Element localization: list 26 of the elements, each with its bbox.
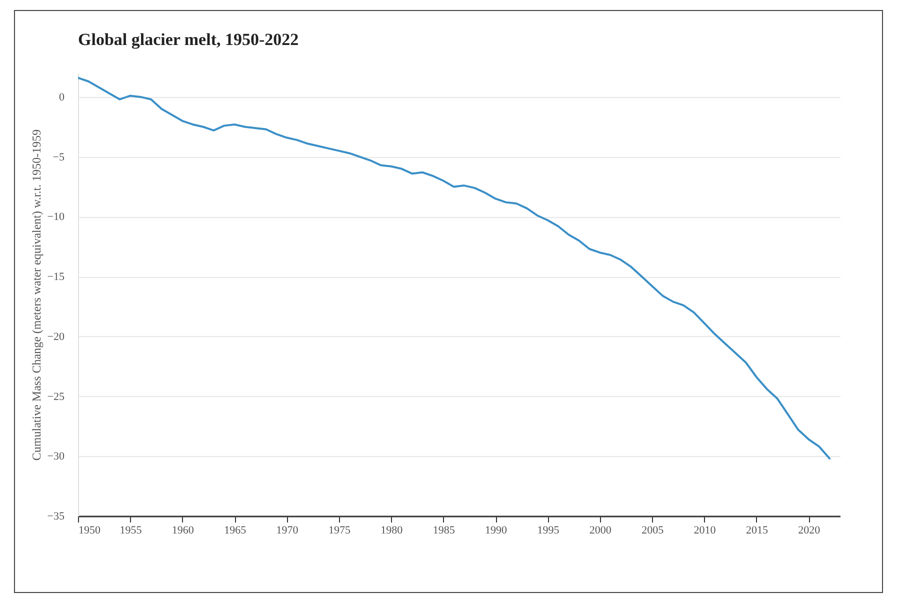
x-tick-label: 1975 — [328, 524, 351, 536]
x-tick-label: 1950 — [78, 524, 101, 536]
x-tick-label: 1965 — [224, 524, 247, 536]
y-axis-title: Cumulative Mass Change (meters water equivalent) w.r.t. 1950-1959 — [29, 129, 44, 461]
y-tick-label: −35 — [47, 510, 65, 522]
x-tick-label: 1985 — [432, 524, 456, 536]
x-tick-label: 1960 — [172, 524, 194, 536]
chart-title: Global glacier melt, 1950-2022 — [78, 30, 299, 49]
line-series — [78, 76, 831, 460]
y-tick-label: −25 — [47, 390, 65, 403]
x-tick-label: 1990 — [485, 524, 508, 536]
y-tick-label: −15 — [47, 271, 65, 284]
y-tick-label: −20 — [47, 330, 65, 343]
x-tick-label: 2020 — [798, 524, 821, 536]
x-tick-label: 1980 — [380, 524, 404, 536]
y-tick-label: −30 — [47, 450, 65, 463]
y-tick-label: 0 — [59, 91, 65, 104]
x-tick-label: 2010 — [694, 524, 716, 536]
y-tick-label: −5 — [52, 151, 65, 164]
x-tick-label: 1955 — [120, 524, 142, 536]
x-tick-label: 2015 — [746, 524, 768, 536]
x-tick-label: 1970 — [276, 524, 299, 536]
x-tick-label: 2005 — [642, 524, 664, 536]
y-tick-label: −10 — [47, 211, 65, 224]
x-tick-label: 1995 — [537, 524, 560, 536]
x-tick-label: 2000 — [589, 524, 612, 536]
